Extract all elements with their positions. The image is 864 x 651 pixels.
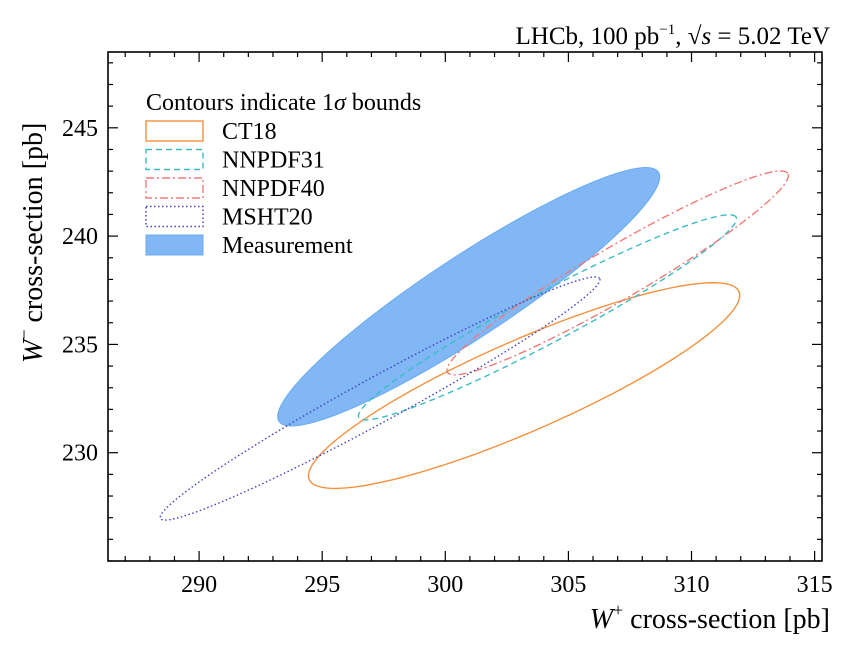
contour-nnpdf40 bbox=[446, 170, 790, 376]
contour-ct18 bbox=[307, 282, 741, 490]
legend-label-nnpdf40: NNPDF40 bbox=[222, 176, 325, 202]
legend-title: Contours indicate 1σ bounds bbox=[146, 90, 421, 116]
header-separator: , bbox=[675, 23, 688, 50]
legend-swatch-nnpdf31 bbox=[145, 148, 204, 171]
legend: Contours indicate 1σ bounds CT18 NNPDF31N… bbox=[145, 90, 421, 259]
header-superscript: −1 bbox=[659, 22, 675, 38]
legend-title-sigma: σ bbox=[334, 90, 347, 116]
y-tick-label: 235 bbox=[62, 332, 98, 358]
x-tick-label: 295 bbox=[304, 572, 340, 598]
header-sqrt-s: √s bbox=[688, 23, 711, 50]
legend-swatch-ct18 bbox=[145, 120, 204, 142]
legend-label-measurement: Measurement bbox=[222, 233, 353, 259]
y-axis-label-text: cross-section [pb] bbox=[18, 123, 49, 330]
x-tick-label: 300 bbox=[427, 572, 463, 598]
y-tick-label: 240 bbox=[62, 224, 98, 250]
plot-frame bbox=[107, 51, 823, 562]
legend-swatch-msht20 bbox=[145, 205, 204, 228]
ticks-layer: 290 295 300 305 310 315 230 235 240 245 bbox=[62, 52, 833, 598]
header-main: LHCb, 100 pb bbox=[516, 23, 660, 50]
x-axis-label-symbol: W bbox=[590, 604, 616, 635]
legend-label-nnpdf31: NNPDF31 bbox=[222, 148, 325, 174]
legend-title-suffix: bounds bbox=[346, 90, 421, 116]
series-layer bbox=[159, 167, 790, 521]
legend-label-ct18: CT18 bbox=[222, 119, 277, 145]
y-axis-label: W− cross-section [pb] bbox=[14, 123, 49, 363]
legend-swatch-nnpdf40 bbox=[145, 177, 204, 199]
x-axis-label-text: cross-section [pb] bbox=[623, 604, 830, 635]
header-energy: = 5.02 TeV bbox=[711, 23, 830, 50]
x-axis-label: W+ cross-section [pb] bbox=[590, 600, 830, 635]
x-tick-label: 290 bbox=[181, 572, 217, 598]
x-tick-label: 305 bbox=[550, 572, 586, 598]
legend-swatch-measurement bbox=[145, 234, 204, 256]
chart-header: LHCb, 100 pb−1, √s = 5.02 TeV bbox=[516, 22, 831, 50]
contour-measurement bbox=[277, 167, 661, 427]
y-tick-label: 230 bbox=[62, 441, 98, 467]
x-tick-label: 315 bbox=[797, 572, 833, 598]
contour-nnpdf31 bbox=[357, 214, 738, 421]
x-axis-label-superscript: + bbox=[613, 600, 623, 620]
legend-label-msht20: MSHT20 bbox=[222, 205, 313, 231]
y-axis-label-symbol: W bbox=[18, 337, 49, 363]
y-tick-label: 245 bbox=[62, 116, 98, 142]
y-axis-label-superscript: − bbox=[14, 330, 34, 340]
legend-title-prefix: Contours indicate 1 bbox=[146, 90, 334, 116]
x-tick-label: 310 bbox=[674, 572, 710, 598]
